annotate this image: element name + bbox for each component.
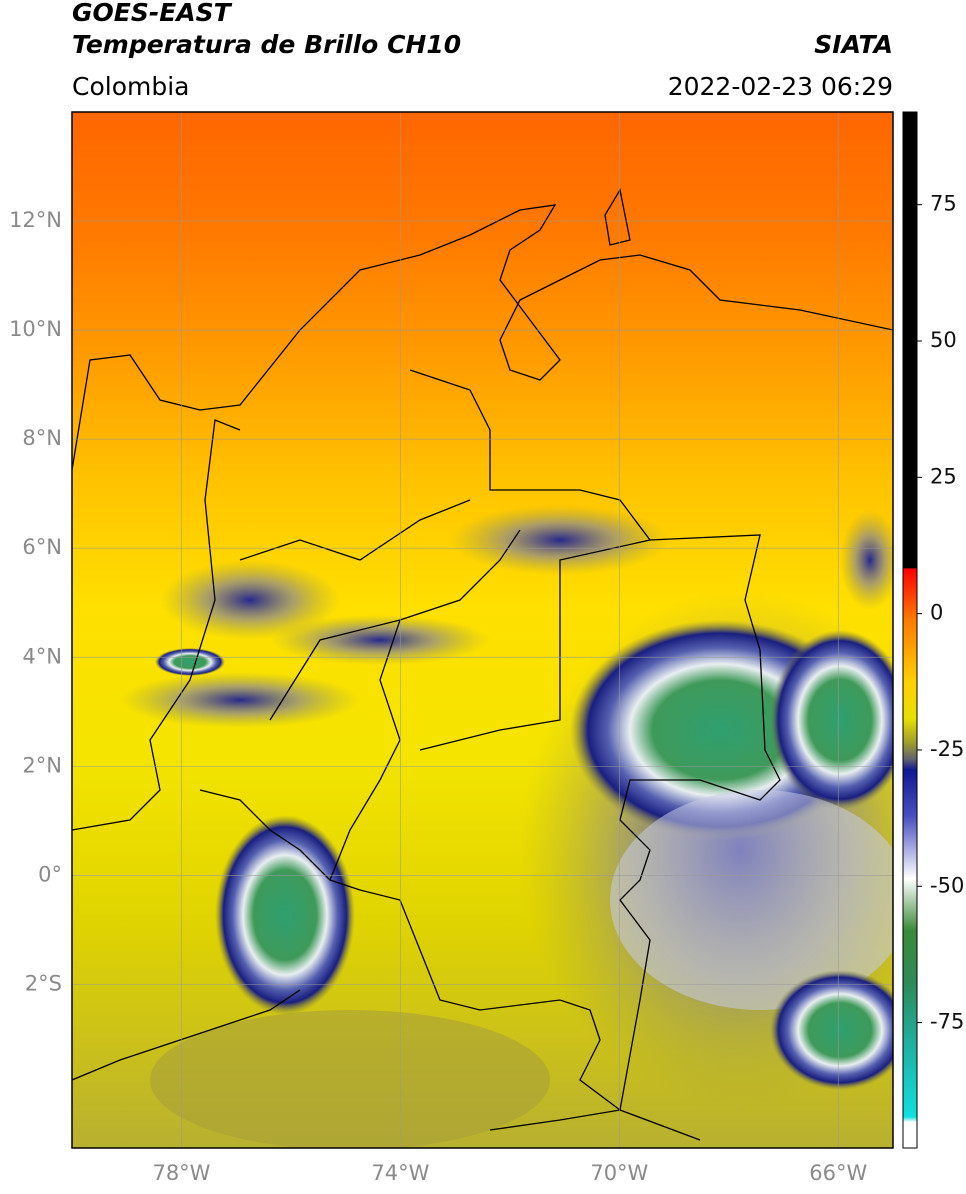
source: SIATA	[814, 30, 893, 59]
cloud	[770, 630, 893, 810]
y-tick-label: 6°N	[22, 535, 62, 559]
cloud	[120, 672, 360, 728]
colorbar-tick-label: 25	[930, 464, 957, 488]
y-tick-label: 2°N	[22, 753, 62, 777]
grid	[72, 112, 893, 1148]
colorbar-tick-label: -75	[930, 1010, 964, 1034]
cloud	[155, 648, 225, 676]
cloud	[150, 1010, 550, 1148]
colorbar-tick-label: -50	[930, 873, 964, 897]
cloud	[160, 560, 340, 640]
map-frame	[71, 111, 894, 1149]
x-tick-label: 70°W	[590, 1161, 648, 1185]
colorbar-tick-label: -25	[930, 737, 964, 761]
y-tick-label: 4°N	[22, 644, 62, 668]
x-tick-label: 74°W	[371, 1161, 429, 1185]
colorbar	[902, 111, 918, 1149]
y-tick-label: 0°	[38, 862, 62, 886]
cloud	[610, 790, 893, 1010]
timestamp: 2022-02-23 06:29	[668, 72, 893, 101]
y-tick-label: 12°N	[9, 208, 62, 232]
cloud	[215, 815, 355, 1015]
colorbar-tick-label: 50	[930, 328, 957, 352]
y-tick-label: 2°S	[25, 971, 62, 995]
title-line1: GOES-EAST	[72, 0, 233, 27]
cloud	[840, 510, 893, 610]
y-tick-label: 10°N	[9, 317, 62, 341]
region: Colombia	[72, 72, 189, 101]
borders	[72, 188, 893, 1141]
title-line2: Temperatura de Brillo CH10	[72, 30, 461, 59]
x-tick-label: 66°W	[809, 1161, 867, 1185]
colorbar-tick-label: 0	[930, 601, 943, 625]
x-tick-label: 78°W	[152, 1161, 210, 1185]
colorbar-tick-label: 75	[930, 192, 957, 216]
cloud	[450, 505, 670, 575]
imagery	[72, 112, 893, 1148]
cloud	[270, 615, 490, 665]
y-tick-label: 8°N	[22, 426, 62, 450]
cloud	[770, 970, 893, 1090]
